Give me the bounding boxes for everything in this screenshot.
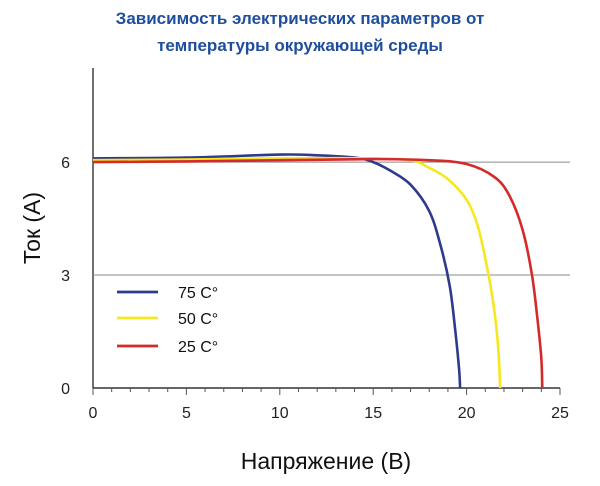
plot-area xyxy=(92,68,560,389)
plot-background xyxy=(93,68,560,388)
x-tick-label: 10 xyxy=(271,405,289,422)
y-axis-ticks: 0 3 6 xyxy=(61,155,70,398)
y-tick-label: 3 xyxy=(61,268,70,285)
y-axis-label: Ток (А) xyxy=(19,192,45,264)
x-tick-label: 20 xyxy=(458,405,476,422)
chart-title-line-1: Зависимость электрических параметров от xyxy=(115,9,485,28)
series-layer xyxy=(92,153,544,389)
x-axis-label: Напряжение (В) xyxy=(241,448,411,474)
x-tick-label: 25 xyxy=(551,405,569,422)
x-tick-label: 0 xyxy=(89,405,98,422)
y-tick-label: 0 xyxy=(61,381,70,398)
series-line-50c xyxy=(92,156,502,389)
series-line-25c xyxy=(92,157,544,389)
x-tick-label: 15 xyxy=(364,405,382,422)
x-tick-label: 5 xyxy=(182,405,191,422)
y-tick-label: 6 xyxy=(61,155,70,172)
chart-title-line-2: температуры окружающей среды xyxy=(157,36,443,55)
legend-label-50c: 50 C° xyxy=(178,311,218,328)
series-line-75c xyxy=(92,153,462,389)
legend: 75 C° 50 C° 25 C° xyxy=(117,285,218,356)
x-axis-ticks: 0 5 10 15 20 25 xyxy=(89,388,569,422)
legend-label-75c: 75 C° xyxy=(178,285,218,302)
legend-label-25c: 25 C° xyxy=(178,339,218,356)
